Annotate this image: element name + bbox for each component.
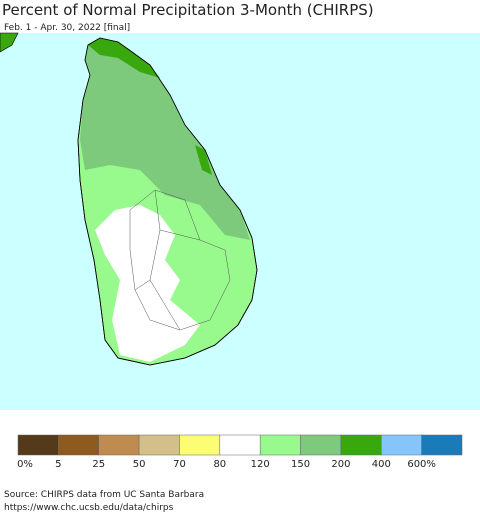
legend-swatch: [300, 434, 342, 456]
legend-swatch: [179, 434, 221, 456]
province-borders: [129, 189, 231, 331]
legend-swatch: [138, 434, 180, 456]
legend-label: 150: [291, 459, 310, 470]
subtitle: Feb. 1 - Apr. 30, 2022 [final]: [4, 23, 130, 33]
legend-label: 600%: [407, 459, 436, 470]
mainland: [0, 32, 19, 53]
legend-swatch: [381, 434, 422, 456]
legend-label: 400: [372, 459, 391, 470]
legend-label: 0%: [17, 459, 33, 470]
legend-label: 120: [251, 459, 270, 470]
legend-swatch: [421, 434, 463, 456]
legend-label: 25: [92, 459, 105, 470]
legend-label: 200: [331, 459, 350, 470]
source: Source: CHIRPS data from UC Santa Barbar…: [4, 490, 204, 500]
legend-swatch: [340, 434, 382, 456]
legend-label: 80: [213, 459, 226, 470]
normal-region: [95, 205, 200, 362]
legend-swatch: [219, 434, 261, 456]
very-wet-north: [88, 38, 160, 78]
legend-swatch: [98, 434, 140, 456]
wet-region: [80, 38, 250, 240]
legend-label: 5: [55, 459, 61, 470]
legend-label: 50: [133, 459, 146, 470]
very-wet-east: [195, 145, 212, 175]
legend-swatch: [17, 434, 59, 456]
title: Percent of Normal Precipitation 3-Month …: [2, 1, 374, 19]
map: [0, 32, 480, 410]
source-url: https://www.chc.ucsb.edu/data/chirps: [4, 503, 174, 513]
coastline: [77, 37, 258, 366]
legend-swatch: [58, 434, 99, 456]
legend-swatch: [259, 434, 301, 456]
legend-label: 70: [173, 459, 186, 470]
legend: 0% 5 25 50 70 80 120 150 200 400 600%: [17, 434, 463, 470]
